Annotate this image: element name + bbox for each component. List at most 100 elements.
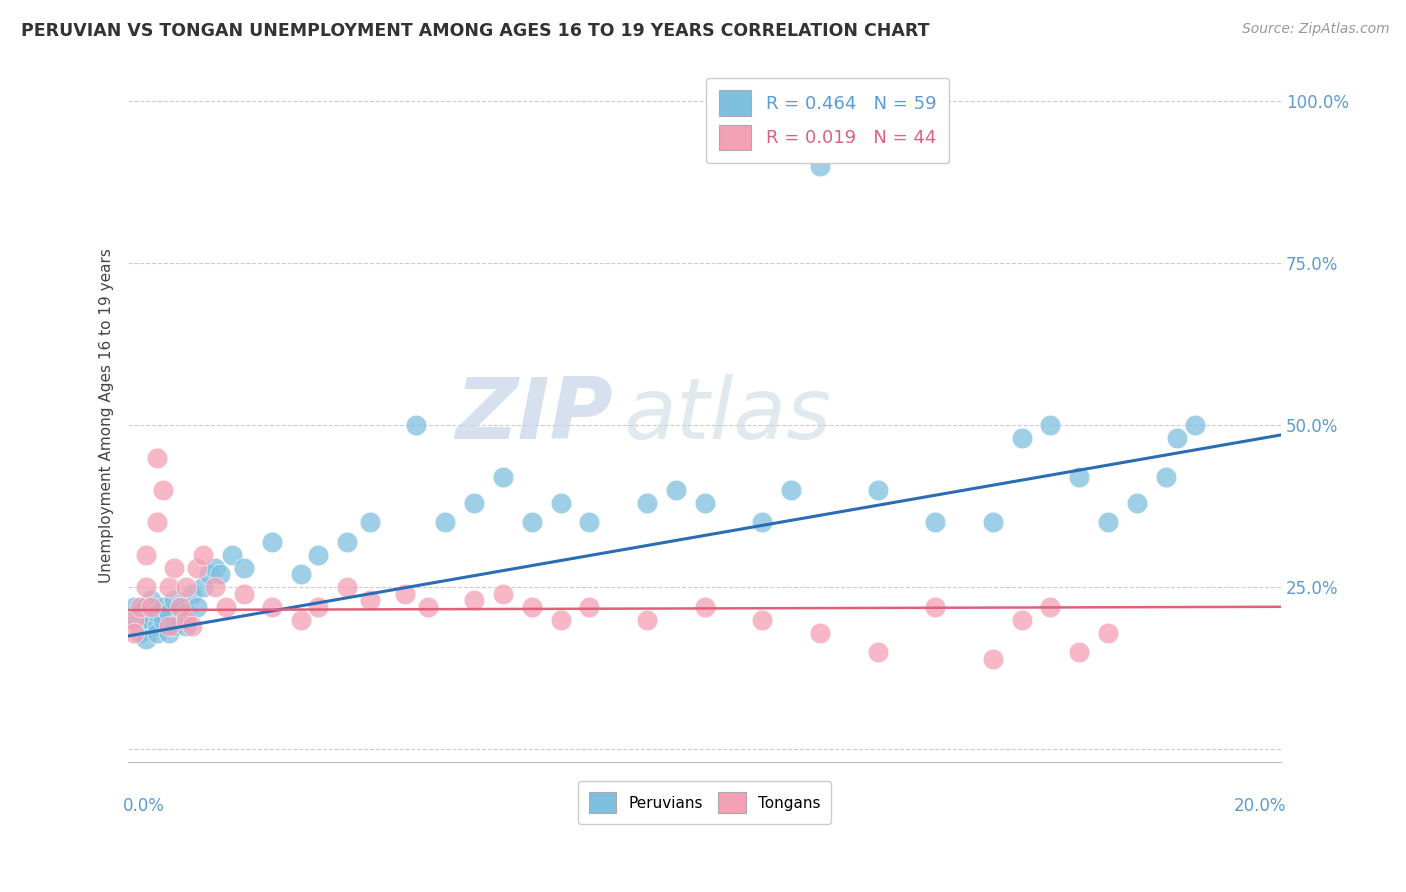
Point: [169, 599, 191, 614]
Point: [141, 599, 163, 614]
Point: [1011, 613, 1033, 627]
Point: [204, 561, 226, 575]
Point: [135, 580, 157, 594]
Point: [693, 496, 716, 510]
Point: [550, 613, 572, 627]
Point: [981, 651, 1004, 665]
Point: [157, 580, 180, 594]
Point: [128, 625, 150, 640]
Point: [1154, 470, 1177, 484]
Point: [186, 561, 208, 575]
Text: 0.0%: 0.0%: [122, 797, 165, 815]
Point: [193, 580, 215, 594]
Point: [866, 645, 889, 659]
Point: [141, 613, 163, 627]
Point: [157, 619, 180, 633]
Point: [636, 613, 658, 627]
Point: [981, 516, 1004, 530]
Text: PERUVIAN VS TONGAN UNEMPLOYMENT AMONG AGES 16 TO 19 YEARS CORRELATION CHART: PERUVIAN VS TONGAN UNEMPLOYMENT AMONG AG…: [21, 22, 929, 40]
Point: [636, 496, 658, 510]
Point: [135, 548, 157, 562]
Point: [128, 607, 150, 621]
Legend: Peruvians, Tongans: Peruvians, Tongans: [578, 781, 831, 824]
Point: [550, 496, 572, 510]
Point: [204, 580, 226, 594]
Point: [122, 625, 145, 640]
Point: [1039, 418, 1062, 433]
Point: [174, 619, 197, 633]
Point: [193, 548, 215, 562]
Point: [1097, 625, 1119, 640]
Point: [135, 619, 157, 633]
Point: [163, 561, 186, 575]
Point: [146, 607, 169, 621]
Point: [1126, 496, 1149, 510]
Point: [152, 599, 174, 614]
Point: [578, 516, 600, 530]
Point: [751, 516, 773, 530]
Point: [290, 567, 312, 582]
Point: [157, 607, 180, 621]
Point: [520, 516, 543, 530]
Point: [262, 535, 284, 549]
Point: [135, 599, 157, 614]
Point: [215, 599, 238, 614]
Point: [1069, 470, 1091, 484]
Point: [808, 625, 831, 640]
Y-axis label: Unemployment Among Ages 16 to 19 years: Unemployment Among Ages 16 to 19 years: [100, 248, 114, 582]
Point: [232, 587, 254, 601]
Point: [186, 599, 208, 614]
Point: [180, 587, 202, 601]
Point: [146, 516, 169, 530]
Point: [359, 516, 381, 530]
Point: [135, 632, 157, 647]
Point: [146, 450, 169, 465]
Point: [416, 599, 439, 614]
Point: [232, 561, 254, 575]
Point: [122, 599, 145, 614]
Point: [1097, 516, 1119, 530]
Text: Source: ZipAtlas.com: Source: ZipAtlas.com: [1241, 22, 1389, 37]
Point: [492, 470, 515, 484]
Point: [1011, 431, 1033, 445]
Point: [262, 599, 284, 614]
Point: [290, 613, 312, 627]
Point: [169, 599, 191, 614]
Point: [307, 548, 329, 562]
Point: [924, 516, 946, 530]
Point: [1166, 431, 1188, 445]
Point: [578, 599, 600, 614]
Point: [180, 619, 202, 633]
Point: [336, 580, 359, 594]
Point: [780, 483, 803, 497]
Text: 20.0%: 20.0%: [1234, 797, 1286, 815]
Point: [463, 496, 485, 510]
Point: [221, 548, 243, 562]
Point: [198, 567, 221, 582]
Text: ZIP: ZIP: [454, 374, 613, 457]
Point: [520, 599, 543, 614]
Point: [128, 599, 150, 614]
Point: [163, 593, 186, 607]
Point: [152, 483, 174, 497]
Point: [209, 567, 232, 582]
Point: [122, 613, 145, 627]
Point: [146, 625, 169, 640]
Point: [146, 619, 169, 633]
Point: [174, 613, 197, 627]
Point: [866, 483, 889, 497]
Point: [808, 159, 831, 173]
Point: [163, 619, 186, 633]
Text: atlas: atlas: [624, 374, 832, 457]
Point: [1069, 645, 1091, 659]
Point: [141, 593, 163, 607]
Point: [924, 599, 946, 614]
Point: [169, 613, 191, 627]
Point: [152, 613, 174, 627]
Point: [434, 516, 457, 530]
Point: [157, 625, 180, 640]
Point: [1039, 599, 1062, 614]
Point: [693, 599, 716, 614]
Point: [359, 593, 381, 607]
Point: [174, 580, 197, 594]
